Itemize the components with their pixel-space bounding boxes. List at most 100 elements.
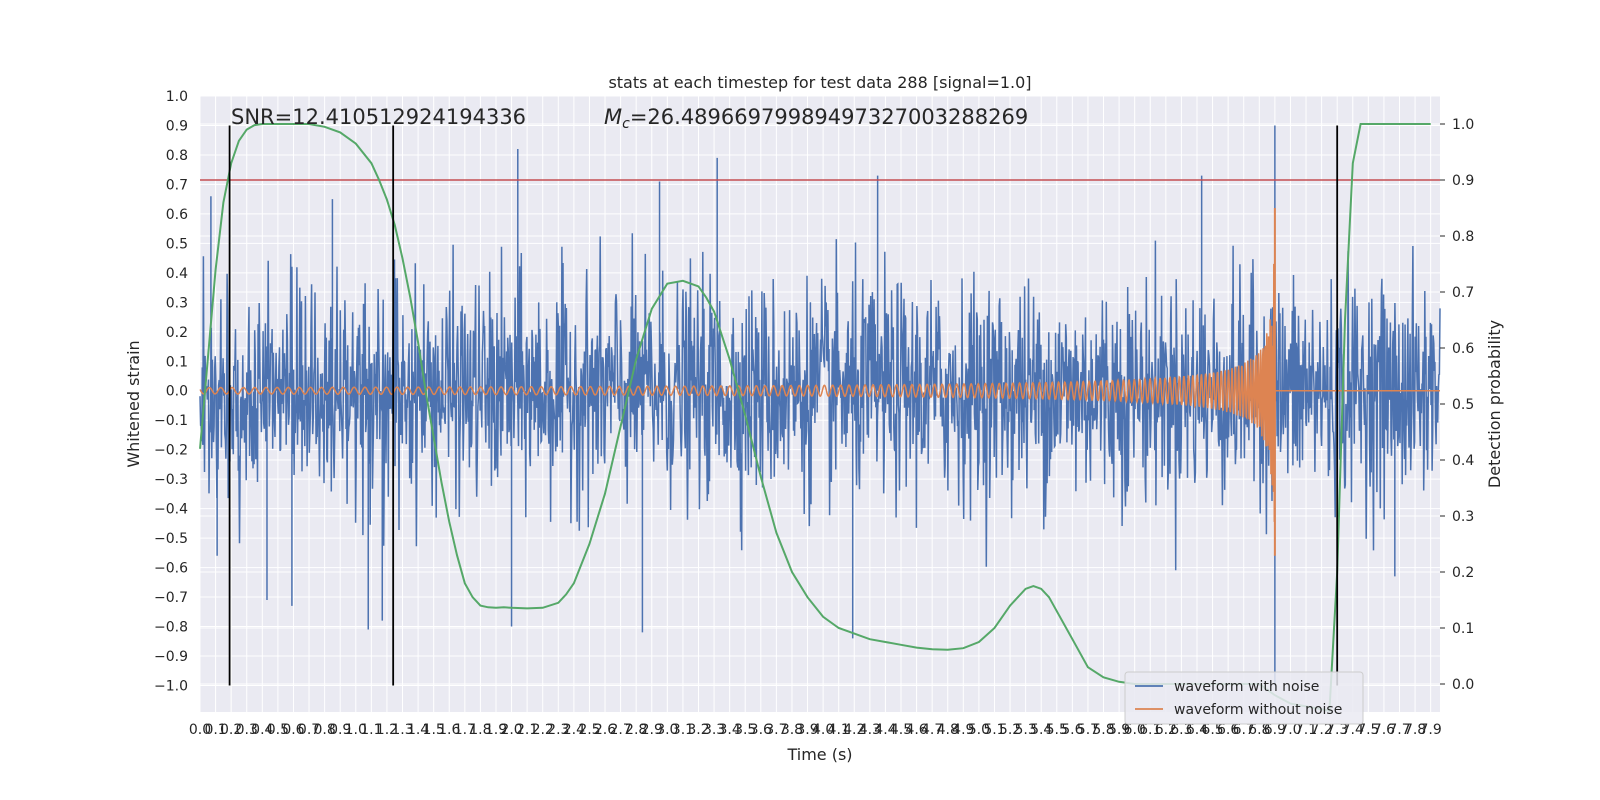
x-tick-label: 5.3: [1014, 722, 1036, 738]
x-tick-label: 3.0: [656, 722, 678, 738]
x-tick-label: 4.8: [937, 722, 959, 738]
x-tick-label: 5.7: [1077, 722, 1099, 738]
x-tick-label: 0.9: [329, 722, 351, 738]
x-tick-label: 0.4: [251, 722, 273, 738]
y2-tick-label: 0.2: [1452, 565, 1474, 581]
x-tick-label: 2.4: [563, 722, 585, 738]
x-tick-label: 6.8: [1248, 722, 1270, 738]
x-tick-label: 5.0: [968, 722, 990, 738]
x-tick-label: 7.1: [1295, 722, 1317, 738]
x-tick-label: 3.8: [781, 722, 803, 738]
y2-tick-label: 0.6: [1452, 341, 1474, 357]
x-tick-label: 4.3: [859, 722, 881, 738]
x-tick-label: 7.2: [1310, 722, 1332, 738]
y-tick-label: 0.6: [166, 207, 188, 223]
x-axis-label: Time (s): [786, 745, 852, 764]
x-tick-label: 3.1: [672, 722, 694, 738]
x-tick-label: 1.8: [469, 722, 491, 738]
x-tick-label: 6.2: [1155, 722, 1177, 738]
legend-label-clean: waveform without noise: [1174, 702, 1342, 718]
x-tick-label: 2.6: [594, 722, 616, 738]
y-tick-label: −0.7: [154, 590, 188, 606]
x-tick-label: 4.6: [905, 722, 927, 738]
x-tick-label: 2.8: [625, 722, 647, 738]
y-tick-label: −0.9: [154, 649, 188, 665]
x-tick-label: 1.2: [376, 722, 398, 738]
x-tick-label: 0.7: [298, 722, 320, 738]
x-tick-label: 4.2: [843, 722, 865, 738]
x-tick-label: 2.5: [578, 722, 600, 738]
chart-title: stats at each timestep for test data 288…: [608, 73, 1031, 92]
x-tick-label: 6.0: [1124, 722, 1146, 738]
x-tick-label: 3.3: [703, 722, 725, 738]
y-tick-label: 0.8: [166, 148, 188, 164]
y-tick-label: 0.5: [166, 236, 188, 252]
x-tick-label: 5.6: [1061, 722, 1083, 738]
x-tick-label: 4.4: [874, 722, 896, 738]
x-tick-label: 2.0: [500, 722, 522, 738]
x-tick-label: 0.2: [220, 722, 242, 738]
x-tick-label: 1.7: [454, 722, 476, 738]
y2-tick-label: 0.8: [1452, 229, 1474, 245]
x-tick-label: 4.0: [812, 722, 834, 738]
x-tick-label: 4.1: [828, 722, 850, 738]
noise-waveform-line: [199, 233, 1441, 571]
x-tick-label: 5.1: [983, 722, 1005, 738]
x-tick-label: 1.0: [345, 722, 367, 738]
y-tick-label: −0.2: [154, 443, 188, 459]
snr-annotation: SNR=12.410512924194336: [231, 105, 526, 129]
y-tick-label: −0.4: [154, 502, 188, 518]
x-tick-label: 0.0: [189, 722, 211, 738]
x-tick-label: 2.3: [547, 722, 569, 738]
y2-tick-label: 1.0: [1452, 117, 1474, 133]
x-tick-label: 5.4: [1030, 722, 1052, 738]
x-tick-label: 7.7: [1388, 722, 1410, 738]
x-tick-label: 0.6: [282, 722, 304, 738]
y2-tick-label: 0.0: [1452, 677, 1474, 693]
x-tick-label: 1.6: [438, 722, 460, 738]
legend: waveform with noise waveform without noi…: [1124, 671, 1364, 725]
y2-tick-label: 0.9: [1452, 173, 1474, 189]
x-tick-label: 1.4: [407, 722, 429, 738]
y2-tick-label: 0.5: [1452, 397, 1474, 413]
y2-tick-label: 0.7: [1452, 285, 1474, 301]
x-tick-label: 5.8: [1092, 722, 1114, 738]
tick-labels: 0.00.10.20.30.40.50.60.70.80.91.01.11.21…: [154, 89, 1474, 738]
x-tick-label: 1.3: [391, 722, 413, 738]
y-tick-label: 0.2: [166, 325, 188, 341]
legend-box: [1124, 671, 1364, 725]
x-tick-label: 6.4: [1186, 722, 1208, 738]
x-tick-label: 6.9: [1264, 722, 1286, 738]
series-layer: [199, 125, 1441, 686]
y-tick-label: −0.3: [154, 472, 188, 488]
y-tick-label: −0.8: [154, 620, 188, 636]
x-tick-label: 4.7: [921, 722, 943, 738]
x-tick-label: 6.5: [1201, 722, 1223, 738]
x-tick-label: 3.2: [687, 722, 709, 738]
x-tick-label: 2.9: [641, 722, 663, 738]
x-tick-label: 0.3: [236, 722, 258, 738]
x-tick-label: 0.1: [204, 722, 226, 738]
x-tick-label: 7.8: [1404, 722, 1426, 738]
x-tick-label: 6.1: [1139, 722, 1161, 738]
y-tick-label: 0.3: [166, 295, 188, 311]
x-tick-label: 0.8: [313, 722, 335, 738]
x-tick-label: 3.4: [719, 722, 741, 738]
x-tick-label: 2.1: [516, 722, 538, 738]
y-tick-label: −0.6: [154, 561, 188, 577]
x-tick-label: 6.3: [1170, 722, 1192, 738]
x-tick-label: 6.7: [1233, 722, 1255, 738]
x-tick-label: 7.0: [1279, 722, 1301, 738]
x-tick-label: 7.9: [1420, 722, 1442, 738]
y-tick-label: 0.0: [166, 384, 188, 400]
y-tick-label: −1.0: [154, 678, 188, 694]
x-tick-label: 3.5: [734, 722, 756, 738]
y-tick-label: 1.0: [166, 89, 188, 105]
x-tick-label: 7.5: [1357, 722, 1379, 738]
x-tick-label: 4.9: [952, 722, 974, 738]
y-tick-label: 0.7: [166, 177, 188, 193]
clean-waveform-line: [199, 263, 1440, 522]
x-tick-label: 7.3: [1326, 722, 1348, 738]
x-tick-label: 1.5: [423, 722, 445, 738]
